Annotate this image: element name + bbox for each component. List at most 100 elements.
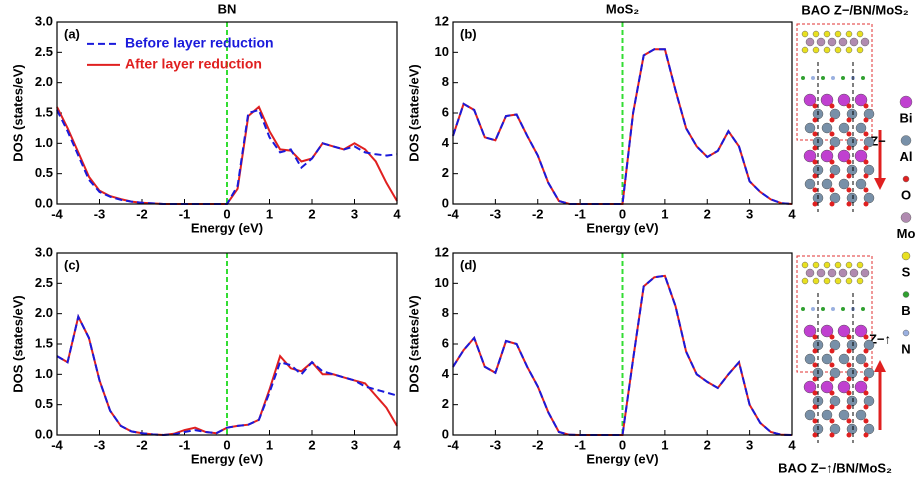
x-tick-label: -4 xyxy=(51,437,63,452)
y-tick-label: 6 xyxy=(442,335,449,350)
y-tick-label: 2.5 xyxy=(35,275,53,290)
atom xyxy=(857,47,863,53)
atom xyxy=(864,391,869,396)
y-tick-label: 2 xyxy=(442,396,449,411)
x-tick-label: -4 xyxy=(447,437,459,452)
atom xyxy=(824,47,830,53)
y-tick-label: 0.0 xyxy=(35,426,53,441)
atom xyxy=(813,419,818,424)
atom xyxy=(861,307,865,311)
atom xyxy=(830,188,835,193)
x-tick-label: -3 xyxy=(490,437,502,452)
atom xyxy=(850,38,858,46)
atom xyxy=(847,419,852,424)
atom xyxy=(846,47,852,53)
x-tick-label: 3 xyxy=(746,206,753,221)
atom xyxy=(813,202,818,207)
element-label: Bi xyxy=(900,110,913,125)
atom xyxy=(817,38,825,46)
atom xyxy=(821,307,825,311)
atom xyxy=(830,193,840,203)
x-tick-label: 3 xyxy=(746,437,753,452)
atom xyxy=(864,368,874,378)
atom xyxy=(813,363,818,368)
atom xyxy=(830,377,835,382)
atom xyxy=(864,424,874,434)
panel-label: (c) xyxy=(64,257,80,272)
atom xyxy=(864,104,869,109)
atom xyxy=(802,31,808,37)
atom xyxy=(864,405,869,410)
y-tick-label: 8 xyxy=(442,305,449,320)
atom xyxy=(813,433,818,438)
x-tick-label: 2 xyxy=(308,437,315,452)
y-tick-label: 0 xyxy=(442,426,449,441)
atom xyxy=(802,262,808,268)
atom xyxy=(824,262,830,268)
atom xyxy=(830,419,835,424)
atom xyxy=(847,405,852,410)
atom xyxy=(813,104,818,109)
x-tick-label: -4 xyxy=(51,206,63,221)
atom xyxy=(847,104,852,109)
atom xyxy=(831,307,835,311)
chart-title: MoS₂ xyxy=(606,1,639,16)
x-tick-label: 0 xyxy=(223,206,230,221)
atom xyxy=(864,349,869,354)
atom xyxy=(830,137,840,147)
atom xyxy=(864,377,869,382)
atom xyxy=(864,146,869,151)
atom xyxy=(835,31,841,37)
atom xyxy=(830,368,840,378)
atom xyxy=(864,419,869,424)
series-line xyxy=(57,110,397,204)
atom xyxy=(830,349,835,354)
element-swatch xyxy=(903,292,909,298)
atom xyxy=(830,132,835,137)
atom xyxy=(864,433,869,438)
x-tick-label: 4 xyxy=(393,206,401,221)
panel-label: (b) xyxy=(460,26,477,41)
y-axis-label: DOS (states/eV) xyxy=(10,295,25,393)
atom xyxy=(864,193,874,203)
element-swatch xyxy=(903,330,909,336)
element-swatch xyxy=(901,213,911,223)
x-tick-label: 0 xyxy=(619,437,626,452)
x-tick-label: 3 xyxy=(351,437,358,452)
atom xyxy=(856,410,866,420)
atom xyxy=(813,47,819,53)
atom xyxy=(830,433,835,438)
atom xyxy=(813,335,818,340)
atom xyxy=(830,202,835,207)
arrow-head xyxy=(874,360,886,372)
y-tick-label: 6 xyxy=(442,104,449,119)
element-label: Al xyxy=(900,149,913,164)
y-tick-label: 1.0 xyxy=(35,135,53,150)
atom xyxy=(864,174,869,179)
x-tick-label: -1 xyxy=(574,437,586,452)
y-tick-label: 2.0 xyxy=(35,74,53,89)
y-tick-label: 1.5 xyxy=(35,335,53,350)
atom xyxy=(856,179,866,189)
atom xyxy=(846,262,852,268)
atom xyxy=(841,76,845,80)
series-line xyxy=(453,276,792,435)
x-tick-label: 2 xyxy=(704,206,711,221)
atom xyxy=(839,354,849,364)
atom xyxy=(822,410,832,420)
x-tick-label: 2 xyxy=(704,437,711,452)
y-tick-label: 10 xyxy=(435,44,449,59)
y-tick-label: 2.0 xyxy=(35,305,53,320)
atom xyxy=(847,424,857,434)
element-label: O xyxy=(901,187,911,202)
x-tick-label: -4 xyxy=(447,206,459,221)
atom xyxy=(847,368,857,378)
atom xyxy=(835,47,841,53)
atom xyxy=(824,278,830,284)
atom xyxy=(839,38,847,46)
y-tick-label: 3.0 xyxy=(35,13,53,28)
atom xyxy=(813,146,818,151)
atom xyxy=(813,31,819,37)
atom xyxy=(806,269,814,277)
atom xyxy=(847,188,852,193)
